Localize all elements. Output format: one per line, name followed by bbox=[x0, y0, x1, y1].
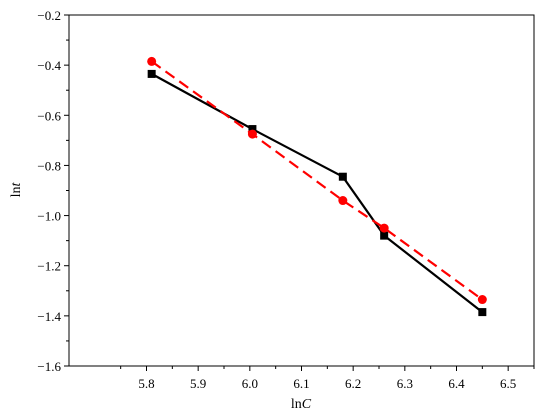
x-tick-label: 6.0 bbox=[242, 376, 258, 391]
x-axis-title: lnC bbox=[291, 397, 312, 412]
y-tick-label: −1.2 bbox=[37, 259, 61, 274]
x-axis-ticks: 5.8 5.9 6.0 6.1 6.2 6.3 6.4 6.5 bbox=[138, 366, 516, 391]
minor-ticks bbox=[66, 39, 535, 369]
y-tick-label: −0.6 bbox=[37, 108, 61, 123]
series-1-line bbox=[151, 72, 483, 313]
x-tick-label: 6.5 bbox=[500, 376, 516, 391]
y-axis-title-variable: t bbox=[9, 182, 24, 187]
y-tick-label: −0.2 bbox=[37, 8, 61, 23]
series-1-point bbox=[147, 69, 156, 78]
x-tick-label: 6.3 bbox=[397, 376, 413, 391]
y-tick-label: −0.4 bbox=[37, 58, 61, 73]
series-1-point bbox=[248, 125, 257, 134]
series-1-point bbox=[338, 172, 347, 181]
series-2-point bbox=[379, 223, 389, 233]
series-1-point bbox=[380, 231, 389, 240]
y-tick-label: −1.6 bbox=[37, 359, 61, 374]
x-axis-title-prefix: ln bbox=[291, 397, 302, 412]
series-2-line bbox=[151, 60, 483, 301]
y-tick-label: −1.4 bbox=[37, 309, 61, 324]
y-tick-label: −1.0 bbox=[37, 209, 61, 224]
series-2-point bbox=[477, 295, 487, 305]
y-tick-label: −0.8 bbox=[37, 158, 61, 173]
series-2-point bbox=[247, 129, 257, 139]
plot-frame bbox=[68, 14, 535, 367]
x-tick-label: 5.9 bbox=[190, 376, 206, 391]
series-1-point bbox=[478, 308, 487, 317]
x-tick-label: 5.8 bbox=[138, 376, 154, 391]
series-2-point bbox=[147, 56, 157, 66]
x-axis-title-variable: C bbox=[302, 397, 312, 412]
x-tick-label: 6.4 bbox=[448, 376, 465, 391]
y-axis-title-prefix: ln bbox=[9, 187, 24, 198]
y-axis-ticks: −0.2 −0.4 −0.6 −0.8 −1.0 −1.2 −1.4 −1.6 bbox=[37, 8, 69, 374]
series-2-point bbox=[338, 196, 348, 206]
y-axis-title: lnt bbox=[9, 182, 24, 198]
x-tick-label: 6.1 bbox=[293, 376, 309, 391]
x-tick-label: 6.2 bbox=[345, 376, 361, 391]
series-layer bbox=[147, 56, 487, 317]
